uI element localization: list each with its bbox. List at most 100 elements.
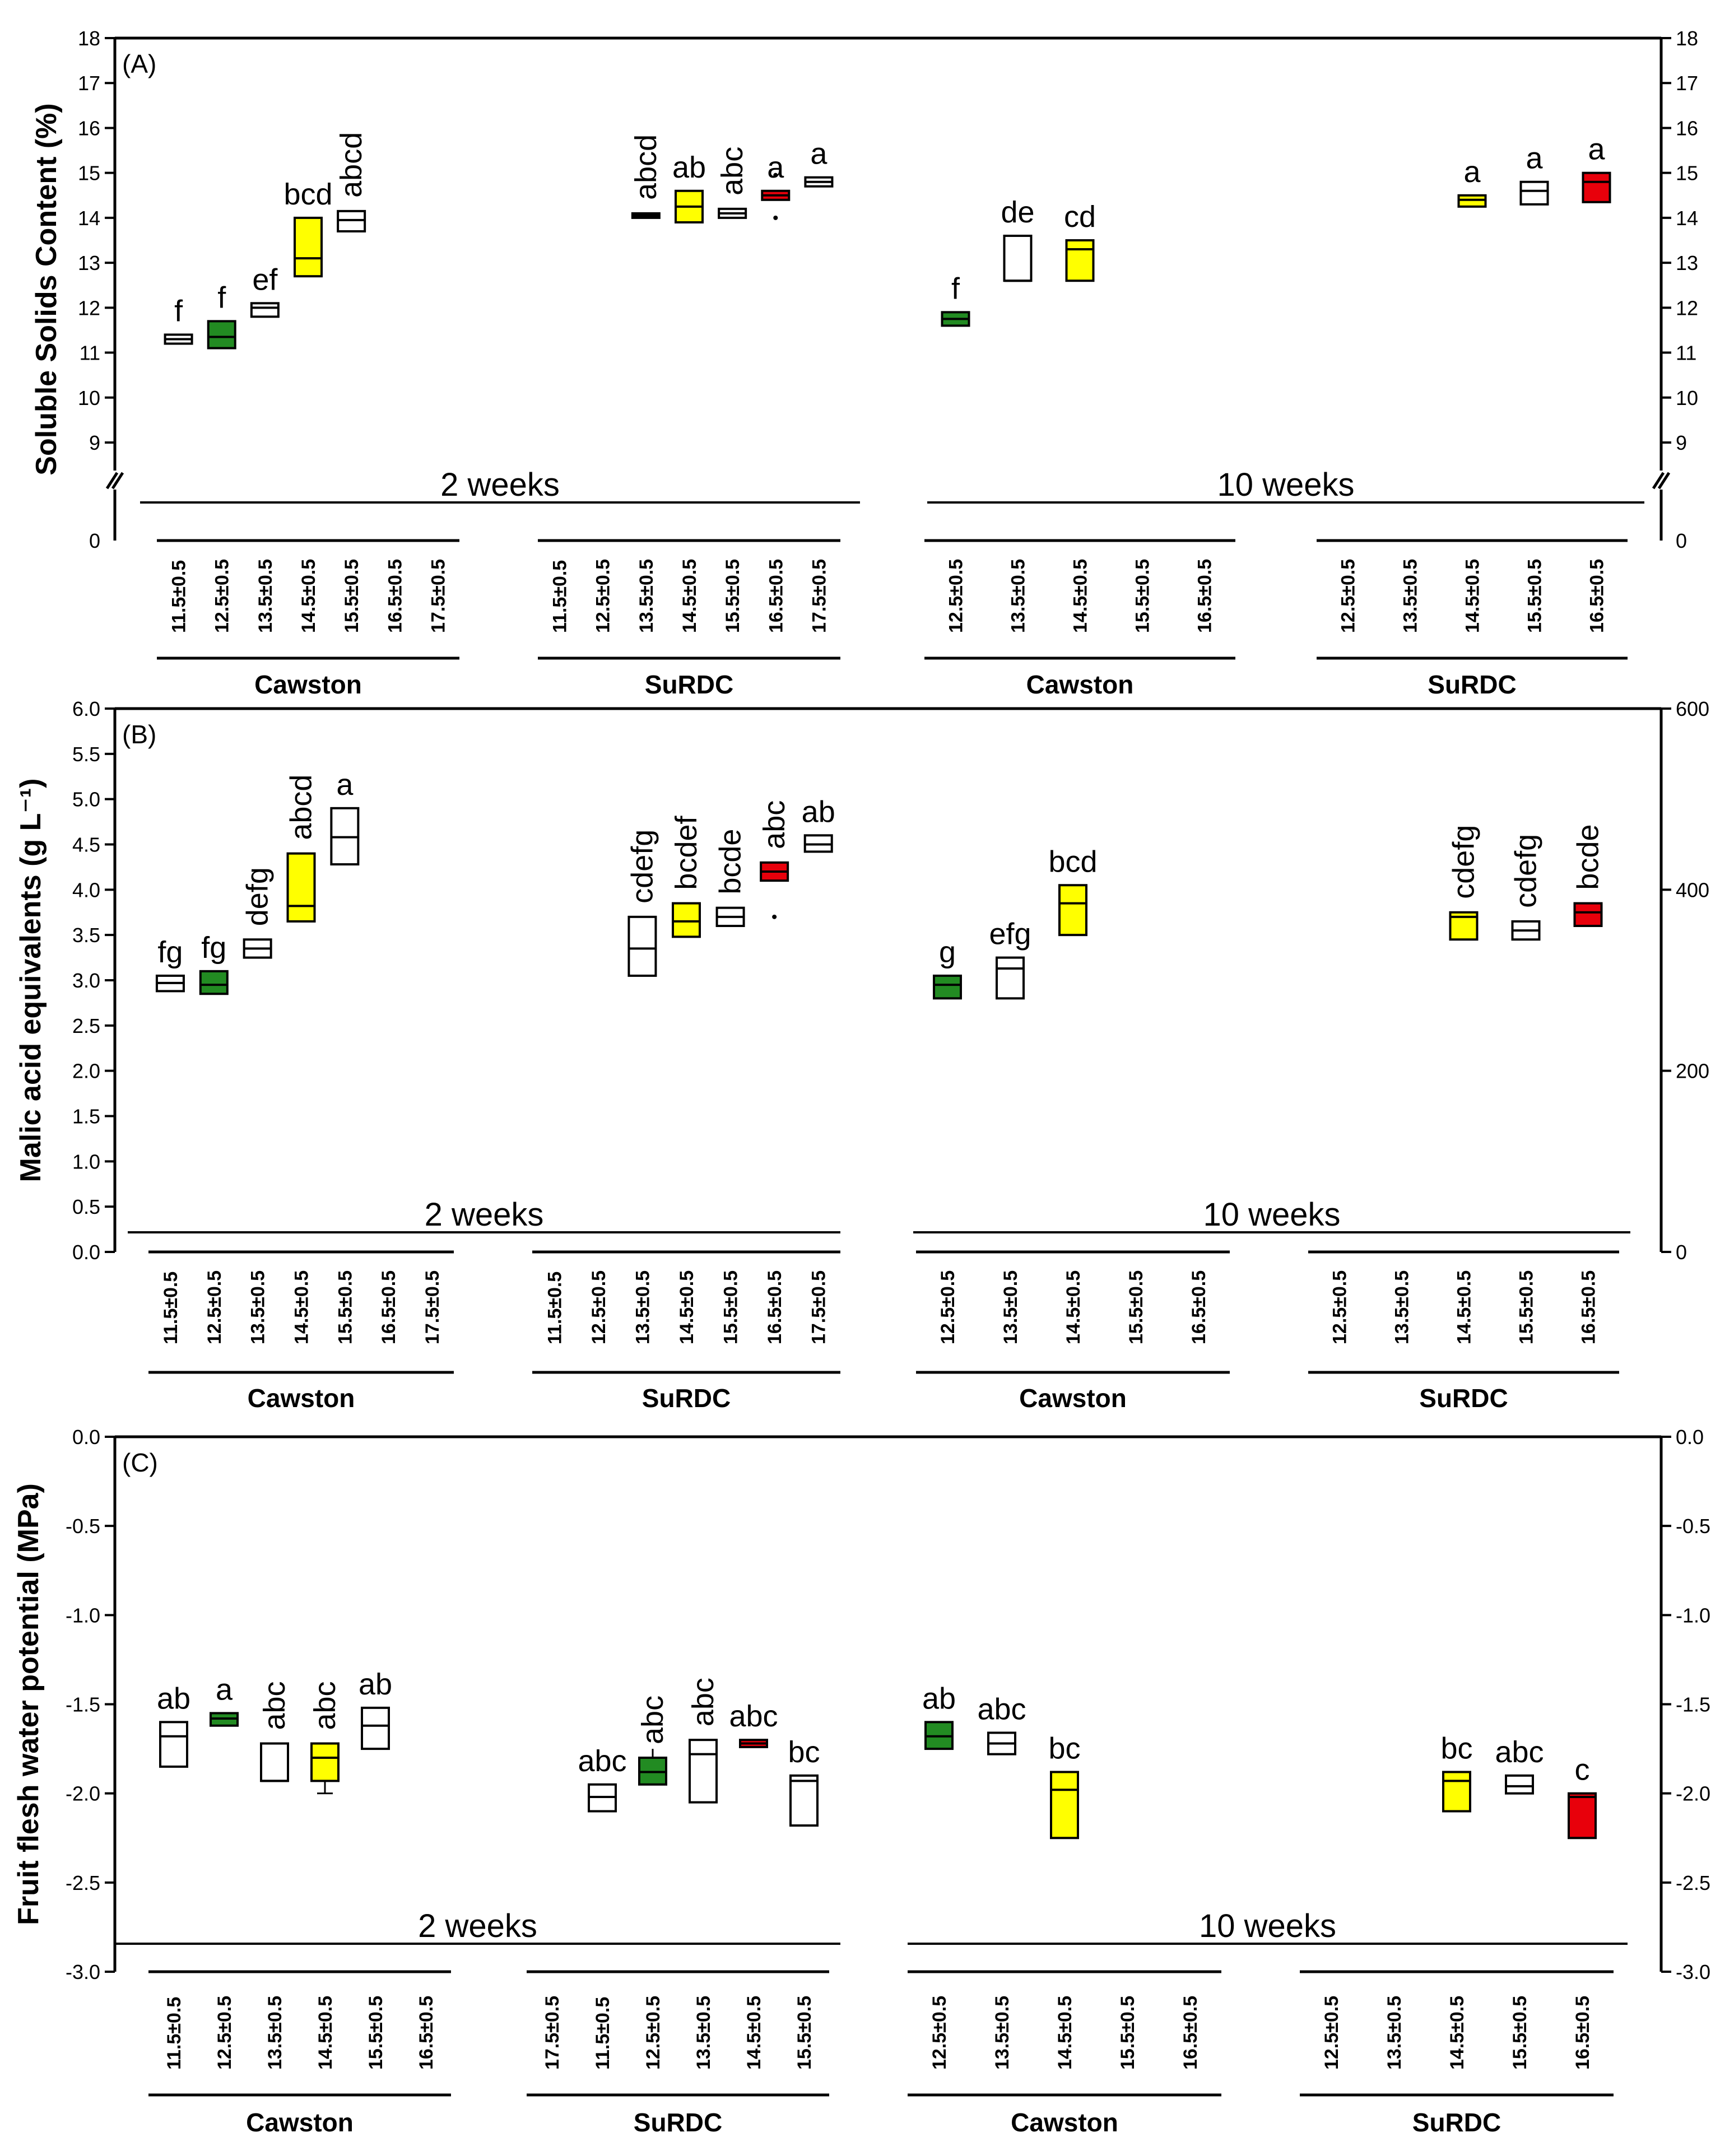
category-label: 12.5±0.5 [1338, 559, 1359, 633]
group-label: Cawston [1011, 2108, 1118, 2137]
category-label: 11.5±0.5 [169, 560, 190, 633]
category-label: 15.5±0.5 [1509, 1996, 1531, 2070]
box-C-0-3: abc [308, 1681, 342, 1795]
category-label: 14.5±0.5 [1454, 1270, 1475, 1344]
category-label: 12.5±0.5 [946, 559, 967, 633]
category-label: 14.5±0.5 [315, 1996, 336, 2070]
box-C-3-3: abc [1495, 1735, 1544, 1795]
y-tick-label: 12 [78, 296, 100, 319]
right-tick-label: 10 [1676, 387, 1698, 409]
y-tick-label: 6.0 [72, 697, 100, 720]
y-tick-label: 2.0 [72, 1060, 100, 1083]
box-body [361, 1706, 390, 1750]
box-body [1050, 1771, 1079, 1840]
category-label: 12.5±0.5 [1329, 1270, 1351, 1344]
box-body [627, 915, 657, 977]
category-label: 16.5±0.5 [378, 1270, 399, 1344]
box-A-3-2: a [1457, 155, 1487, 208]
category-label: 14.5±0.5 [291, 1270, 313, 1344]
box-B-3-4: bcde [1572, 824, 1605, 928]
box-body [294, 216, 323, 278]
right-tick-label: 16 [1676, 117, 1698, 139]
right-tick-label: 0 [1676, 1241, 1687, 1264]
group-label: Cawston [248, 1384, 355, 1413]
significance-letter: ab [157, 1682, 190, 1715]
significance-letter: bcde [714, 829, 747, 895]
significance-letter: bcd [283, 178, 332, 211]
box-outlier [773, 173, 778, 178]
box-body [996, 956, 1025, 1000]
significance-letter: f [174, 294, 183, 328]
box-B-1-5: abc [757, 800, 791, 919]
category-label: 16.5±0.5 [765, 559, 787, 633]
category-label: 13.5±0.5 [632, 1270, 653, 1344]
significance-letter: abc [578, 1744, 626, 1778]
category-label: 11.5±0.5 [592, 1997, 613, 2070]
box-B-2-2: bcd [1048, 845, 1098, 937]
significance-letter: a [336, 768, 354, 802]
significance-letter: abcd [629, 134, 663, 200]
y-tick-label: 16 [78, 117, 100, 139]
group-label: Cawston [1019, 1384, 1127, 1413]
category-label: 13.5±0.5 [264, 1996, 286, 2070]
box-body [260, 1742, 289, 1782]
category-label: 13.5±0.5 [1000, 1270, 1021, 1344]
category-label: 12.5±0.5 [643, 1996, 664, 2070]
right-tick-label: 0 [1676, 529, 1687, 552]
axis-break-mark [1657, 472, 1671, 490]
category-label: 13.5±0.5 [636, 559, 657, 633]
category-label: 12.5±0.5 [1321, 1996, 1342, 2070]
time-group-label: 10 weeks [1217, 467, 1354, 503]
category-label: 12.5±0.5 [588, 1270, 610, 1344]
y-axis-title: Malic acid equivalents (g L⁻¹) [15, 779, 47, 1182]
significance-letter: cd [1064, 200, 1096, 234]
category-label: 17.5±0.5 [542, 1996, 563, 2070]
right-tick-label: -2.5 [1676, 1871, 1710, 1894]
significance-letter: bc [1048, 1731, 1080, 1765]
box-body [1442, 1771, 1471, 1813]
right-tick-label: 11 [1676, 342, 1696, 365]
box-A-0-0: f [164, 294, 193, 345]
y-tick-label: -2.0 [66, 1782, 100, 1805]
y-tick-label: -1.5 [66, 1693, 100, 1716]
category-label: 13.5±0.5 [1008, 559, 1029, 633]
category-label: 15.5±0.5 [1117, 1996, 1138, 2070]
y-tick-label: -3.0 [66, 1961, 100, 1983]
box-body [159, 1721, 188, 1768]
box-B-0-4: a [330, 768, 360, 866]
box-body [933, 974, 962, 1000]
significance-letter: bc [788, 1735, 820, 1769]
y-axis-title: Fruit flesh water potential (MPa) [12, 1483, 45, 1925]
significance-letter: c [1575, 1753, 1590, 1787]
box-A-1-4: abc [715, 147, 749, 219]
category-label: 16.5±0.5 [764, 1270, 785, 1344]
category-label: 16.5±0.5 [1180, 1996, 1201, 2070]
box-C-2-1: abc [977, 1692, 1026, 1755]
significance-letter: cdefg [1509, 834, 1543, 908]
significance-letter: abc [715, 147, 749, 195]
box-body [789, 1774, 819, 1827]
box-body [1519, 180, 1549, 206]
significance-letter: abc [308, 1681, 342, 1730]
significance-letter: de [1001, 195, 1034, 229]
significance-letter: a [1463, 155, 1481, 189]
group-label: Cawston [254, 670, 362, 699]
significance-letter: abc [686, 1678, 720, 1726]
y-tick-label: 3.5 [72, 924, 100, 947]
box-outlier [772, 914, 777, 919]
y-tick-label: 4.0 [72, 878, 100, 901]
box-B-1-3: bcdef [670, 815, 703, 938]
category-label: 14.5±0.5 [298, 559, 319, 633]
category-label: 14.5±0.5 [1063, 1270, 1084, 1344]
group-label: Cawston [246, 2108, 354, 2137]
category-label: 17.5±0.5 [808, 559, 830, 633]
category-label: 13.5±0.5 [693, 1996, 714, 2070]
box-body [337, 209, 366, 232]
box-C-3-2: bc [1440, 1731, 1473, 1813]
panel-C: 0.0 -0.5 -1.0 -1.5 -2.0 -2.5 -3.0 0.0 -0.5 -1.0 -1… [12, 1426, 1710, 2137]
category-label: 12.5±0.5 [204, 1270, 225, 1344]
group-label: SuRDC [634, 2108, 722, 2137]
significance-letter: abc [977, 1692, 1026, 1726]
right-tick-label: 13 [1676, 252, 1698, 274]
box-body [1457, 194, 1487, 208]
